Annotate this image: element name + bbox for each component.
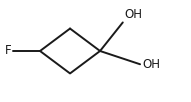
Text: F: F <box>5 44 12 58</box>
Text: OH: OH <box>142 58 160 71</box>
Text: OH: OH <box>125 8 143 21</box>
